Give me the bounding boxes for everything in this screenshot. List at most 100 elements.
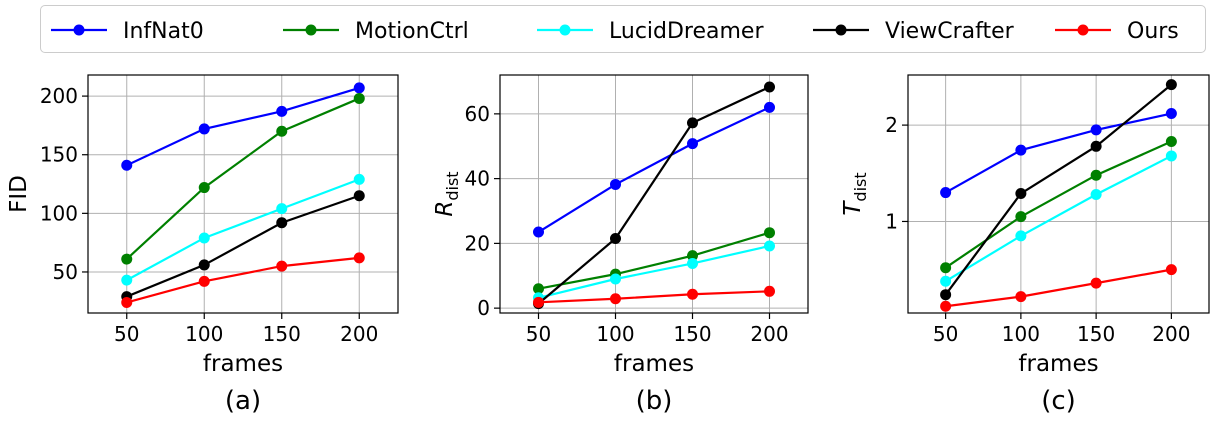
- plot-frame: [87, 74, 399, 314]
- series-motionctrl: [533, 227, 775, 295]
- series-line: [945, 140, 1172, 269]
- series-infnat0: [121, 82, 365, 171]
- chart-legend: InfNat0 MotionCtrl LucidDreamer ViewCrafter…: [40, 5, 1206, 53]
- series-line: [538, 290, 770, 304]
- data-point: [276, 125, 288, 137]
- series-ours: [940, 264, 1177, 312]
- data-point: [121, 159, 133, 171]
- chart-svg: 50 100 150 200 1 2 frames Tdist (c): [840, 74, 1210, 416]
- data-point: [1165, 264, 1177, 276]
- legend-label: ViewCrafter: [885, 19, 1015, 44]
- data-point: [764, 101, 775, 113]
- x-axis-label: frames: [1018, 351, 1098, 377]
- data-point: [764, 285, 775, 297]
- legend-marker: [305, 24, 317, 36]
- chart-svg: 50 100 150 200 50 100 150 200 frames FID (a): [6, 74, 399, 416]
- series-line: [944, 83, 1173, 296]
- series-line: [126, 178, 360, 282]
- data-point: [1090, 124, 1102, 136]
- series-ours: [533, 285, 775, 308]
- data-point: [1090, 169, 1102, 181]
- data-point: [198, 182, 210, 194]
- x-tick-label: 200: [1152, 322, 1190, 346]
- series-line: [537, 85, 770, 305]
- legend-entry-luciddreamer: LucidDreamer: [537, 19, 764, 44]
- y-tick-label: 150: [40, 143, 78, 167]
- panel-label: (c): [1041, 386, 1076, 416]
- data-point: [1165, 79, 1177, 91]
- data-point: [1090, 140, 1102, 152]
- legend-entry-motionctrl: MotionCtrl: [283, 19, 469, 44]
- plot-frame: [499, 74, 809, 314]
- series-luciddreamer: [940, 150, 1177, 287]
- data-point: [610, 273, 621, 285]
- series-viewcrafter: [121, 190, 365, 303]
- data-point: [276, 105, 288, 117]
- x-tick-label: 100: [596, 322, 634, 346]
- legend-entry-ours: Ours: [1055, 19, 1179, 44]
- data-point: [610, 178, 621, 190]
- data-point: [121, 253, 133, 265]
- data-point: [353, 173, 365, 185]
- series-motionctrl: [121, 92, 365, 265]
- data-point: [533, 296, 544, 308]
- series-viewcrafter: [533, 81, 775, 310]
- data-point: [1165, 150, 1177, 162]
- y-axis-label: FID: [6, 175, 32, 213]
- data-point: [276, 217, 288, 229]
- x-tick-label: 50: [114, 322, 139, 346]
- legend-label: LucidDreamer: [609, 19, 764, 44]
- data-point: [198, 123, 210, 135]
- data-point: [198, 275, 210, 287]
- data-point: [198, 232, 210, 244]
- y-axis-label: Tdist: [840, 172, 870, 215]
- series-line: [945, 112, 1172, 194]
- data-point: [940, 275, 952, 287]
- data-point: [1015, 291, 1027, 303]
- data-point: [1090, 277, 1102, 289]
- data-point: [687, 250, 698, 262]
- y-tick-label: 2: [885, 113, 898, 137]
- data-point: [353, 190, 365, 202]
- data-point: [687, 117, 698, 129]
- data-point: [533, 283, 544, 295]
- panel-label: (a): [225, 386, 261, 416]
- x-tick-label: 50: [526, 322, 551, 346]
- y-tick-label: 0: [477, 296, 490, 320]
- chart-panel-a: 50 100 150 200 50 100 150 200 frames FID (a): [0, 60, 402, 424]
- chart-svg: 50 100 150 200 0 20 40 60 frames Rdist (b): [432, 74, 809, 416]
- series-line: [538, 231, 770, 290]
- data-point: [764, 240, 775, 252]
- legend-marker: [559, 24, 571, 36]
- legend-label: Ours: [1127, 19, 1179, 44]
- y-tick-label: 20: [465, 231, 490, 255]
- data-point: [533, 226, 544, 238]
- data-point: [940, 300, 952, 312]
- x-axis-label: frames: [203, 351, 283, 377]
- data-point: [1015, 211, 1027, 223]
- series-luciddreamer: [121, 173, 365, 286]
- data-point: [198, 259, 210, 271]
- plot-frame: [907, 74, 1210, 314]
- data-point: [353, 82, 365, 94]
- data-point: [276, 260, 288, 272]
- y-tick-label: 60: [465, 102, 490, 126]
- data-point: [610, 233, 621, 245]
- y-tick-label: 40: [465, 167, 490, 191]
- data-point: [687, 288, 698, 300]
- data-point: [353, 92, 365, 104]
- panel-label: (b): [636, 386, 673, 416]
- series-line: [126, 97, 360, 260]
- series-ours: [121, 252, 365, 308]
- x-tick-label: 150: [263, 322, 301, 346]
- grid: [88, 75, 398, 313]
- data-point: [940, 289, 952, 301]
- data-point: [1165, 108, 1177, 120]
- legend-marker: [73, 24, 85, 36]
- series-infnat0: [940, 108, 1177, 199]
- data-point: [764, 227, 775, 239]
- series-luciddreamer: [533, 240, 775, 304]
- legend-marker: [1077, 24, 1089, 36]
- legend-entry-viewcrafter: ViewCrafter: [813, 19, 1015, 44]
- x-tick-label: 150: [1077, 322, 1115, 346]
